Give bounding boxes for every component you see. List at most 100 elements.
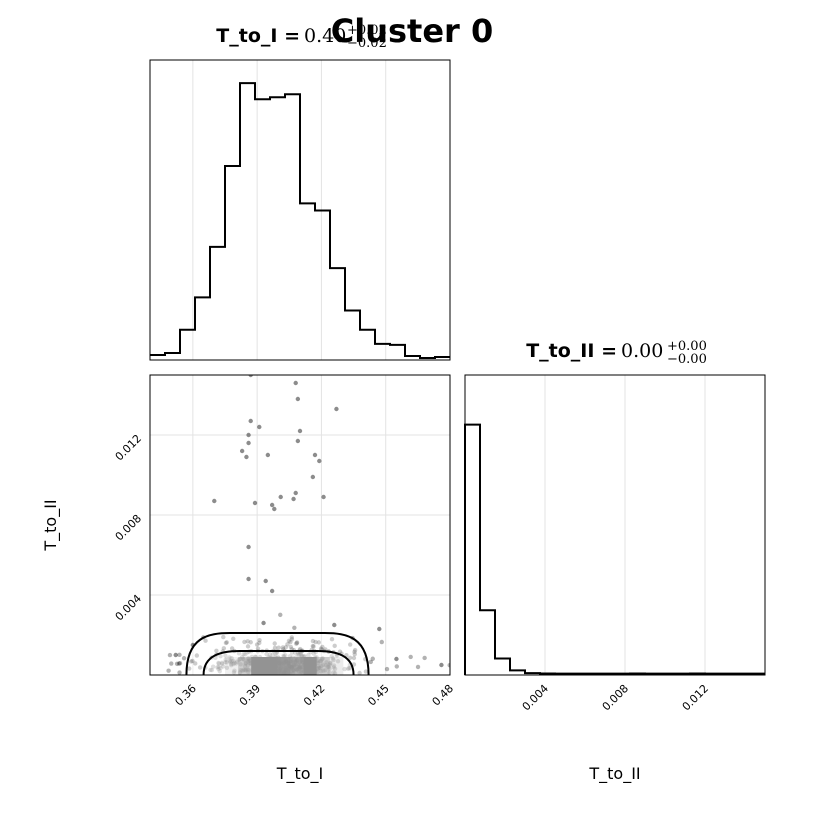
joint-scatter-point <box>318 659 323 664</box>
joint-scatter-point <box>144 656 148 660</box>
joint-scatter-point <box>246 656 251 661</box>
joint-scatter-point <box>292 659 298 664</box>
joint-scatter-point <box>301 668 307 674</box>
joint-scatter-point <box>312 452 318 458</box>
joint-scatter-point <box>214 648 219 653</box>
t-to-ii-histogram-step <box>464 423 765 675</box>
joint-scatter-point <box>223 659 228 665</box>
joint-scatter-point <box>415 664 421 670</box>
joint-scatter-point <box>262 664 267 670</box>
joint-scatter-point <box>286 661 291 666</box>
joint-scatter-point <box>292 625 297 630</box>
joint-scatter-point <box>227 658 233 663</box>
joint-scatter-point <box>247 658 253 663</box>
joint-scatter-point <box>303 662 308 667</box>
joint-scatter-point <box>290 666 295 671</box>
joint-scatter-point <box>177 670 182 675</box>
joint-scatter-point <box>246 544 251 550</box>
joint-scatter-point <box>245 644 251 649</box>
t-to-i-histogram-frame <box>149 59 451 361</box>
joint-scatter-point <box>272 658 277 663</box>
joint-scatter-point <box>279 661 284 666</box>
joint-scatter-point <box>311 644 316 649</box>
joint-density-cell <box>264 657 278 675</box>
joint-scatter-point <box>216 660 221 666</box>
joint-scatter-point <box>189 659 194 664</box>
t-to-i-x-tick-label: 0.48 <box>430 682 457 709</box>
joint-scatter-point <box>177 652 182 658</box>
joint-scatter-point <box>408 654 413 660</box>
joint-scatter-point <box>310 658 316 663</box>
joint-scatter-point <box>236 657 241 663</box>
joint-scatter-point <box>277 667 283 672</box>
joint-scatter-point <box>299 654 304 659</box>
joint-scatter-point <box>169 661 174 666</box>
joint-scatter-point <box>299 656 304 662</box>
joint-scatter-point <box>370 656 375 661</box>
joint-scatter-point <box>283 645 288 650</box>
t-to-ii-histogram-grid <box>544 375 706 675</box>
joint-scatter-point <box>422 655 427 661</box>
joint-scatter-point <box>291 663 297 668</box>
joint-scatter-point <box>248 640 253 645</box>
joint-scatter-point <box>326 664 332 670</box>
joint-scatter-point <box>278 494 283 500</box>
joint-scatter-point <box>335 659 341 664</box>
joint-scatter-point <box>311 651 316 656</box>
t-to-i-x-tick-label: 0.45 <box>365 682 392 709</box>
joint-density-cell <box>329 657 344 675</box>
joint-scatter-panel: 0.36 0.39 0.42 0.45 0.48 0.004 0.008 0.012 T_t… <box>41 374 457 784</box>
joint-scatter-point <box>331 665 336 670</box>
joint-scatter-point <box>267 664 273 669</box>
joint-scatter-point <box>290 670 296 675</box>
joint-scatter-point <box>229 656 234 661</box>
joint-scatter-point <box>301 654 307 659</box>
joint-scatter-point <box>166 668 171 673</box>
joint-scatter-point <box>266 667 272 673</box>
joint-scatter-point <box>301 659 306 665</box>
joint-scatter-point <box>266 664 271 669</box>
joint-scatter-point <box>277 668 282 673</box>
t-to-i-title-minus: −0.02 <box>347 36 387 51</box>
joint-scatter-point <box>234 661 239 666</box>
joint-scatter-point <box>193 661 198 666</box>
joint-scatter-point <box>274 655 279 660</box>
joint-scatter-point <box>272 641 277 646</box>
joint-scatter-point <box>219 660 225 666</box>
joint-scatter-point <box>287 671 292 675</box>
joint-scatter-point <box>300 653 305 659</box>
joint-scatter-point <box>248 661 253 666</box>
joint-scatter-point <box>297 666 303 671</box>
joint-scatter-point <box>286 663 292 668</box>
joint-scatter-point <box>249 667 255 673</box>
joint-scatter-point <box>280 645 286 650</box>
joint-scatter-point <box>265 657 271 663</box>
joint-scatter-point <box>293 490 298 496</box>
joint-scatter-point <box>296 664 302 669</box>
joint-scatter-point <box>323 663 329 668</box>
joint-scatter-point <box>291 662 296 668</box>
joint-scatter-point <box>261 620 266 626</box>
joint-scatter-point <box>318 646 324 651</box>
joint-scatter-point <box>297 652 302 657</box>
joint-scatter-point <box>254 642 260 647</box>
joint-scatter-point <box>351 655 357 661</box>
joint-scatter-point <box>231 636 236 642</box>
joint-scatter-point <box>232 668 237 673</box>
joint-scatter-point <box>331 663 337 668</box>
joint-scatter-point <box>210 664 216 669</box>
joint-scatter-point <box>272 664 277 670</box>
joint-scatter-point <box>288 644 294 650</box>
joint-scatter-point <box>327 662 332 668</box>
joint-scatter-point <box>308 662 313 668</box>
joint-scatter-point <box>302 662 307 668</box>
joint-scatter-point <box>304 669 309 675</box>
joint-scatter-point <box>342 666 347 672</box>
joint-scatter-points <box>144 375 450 675</box>
joint-scatter-point <box>293 659 299 664</box>
joint-scatter-point <box>229 658 234 664</box>
joint-density-cell <box>290 657 305 675</box>
joint-scatter-point <box>229 662 234 668</box>
t-to-ii-x-ticks: 0.004 0.008 0.012 <box>520 682 711 713</box>
